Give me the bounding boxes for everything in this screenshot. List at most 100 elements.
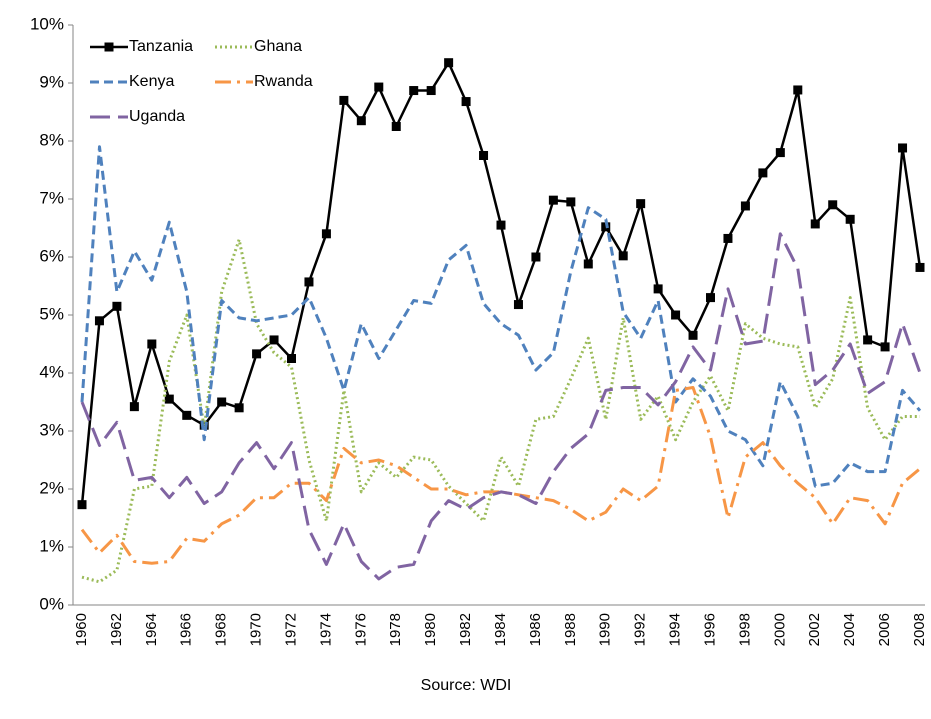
y-tick-label: 5% [39,304,64,323]
series-marker [706,293,715,303]
legend-label: Rwanda [254,73,313,90]
y-tick-label: 6% [39,246,64,265]
series-marker [915,262,925,272]
series-marker [321,229,331,239]
series-marker [356,116,366,126]
x-tick-label: 1990 [597,613,614,646]
x-tick-label: 1960 [73,613,90,646]
legend-label: Ghana [254,38,302,55]
x-tick-label: 2006 [876,613,893,646]
series-marker [845,214,855,224]
legend-item: Kenya [90,73,174,90]
series-marker [566,197,576,207]
x-tick-label: 1980 [422,613,439,646]
x-tick-label: 1994 [667,613,684,646]
y-tick-label: 7% [39,188,64,207]
series-marker [810,219,820,229]
series-line [80,61,922,505]
series-line [80,386,921,565]
y-tick-label: 1% [39,536,64,555]
x-tick-label: 1972 [282,613,299,646]
legend-label: Tanzania [129,38,193,55]
x-tick-label: 1988 [562,613,579,646]
series-marker [688,330,698,340]
legend-item: Uganda [90,108,185,125]
series-marker [234,403,244,413]
series-marker [636,199,646,209]
x-tick-label: 1978 [387,613,404,646]
y-tick-label: 0% [39,594,64,613]
series-marker [147,339,157,349]
series-marker [287,354,296,363]
series-marker [269,335,279,345]
series-marker [164,394,174,404]
series-marker [217,397,227,407]
series-marker [444,58,454,68]
series-marker [304,277,314,287]
series-marker [793,85,803,95]
series-marker [618,251,628,261]
series-marker [758,168,768,178]
x-tick-label: 1970 [248,613,265,646]
series-line [80,232,922,581]
y-tick-label: 2% [39,478,64,497]
legend-marker [104,42,114,52]
x-tick-label: 1962 [108,613,125,646]
series-marker [461,97,471,107]
y-tick-label: 10% [30,14,64,33]
series-marker [94,316,104,326]
x-tick-label: 1984 [492,613,509,646]
x-tick-label: 1966 [178,613,195,646]
series-marker [548,195,558,205]
legend-item: Tanzania [90,38,193,55]
x-tick-label: 1996 [701,613,718,646]
legend-label: Uganda [129,108,185,125]
y-tick-label: 4% [39,362,64,381]
series-marker [775,148,785,158]
y-tick-label: 9% [39,72,64,91]
x-tick-label: 1998 [736,613,753,646]
legend-label: Kenya [129,73,174,90]
series-marker [409,86,419,96]
series-marker [129,402,139,412]
series-marker [77,500,87,510]
series-marker [391,122,401,131]
y-tick-label: 3% [39,420,64,439]
x-tick-label: 1992 [632,613,649,646]
x-tick-label: 2000 [771,613,788,646]
series-marker [898,143,908,153]
x-tick-label: 1974 [317,613,334,646]
x-tick-label: 1968 [213,613,230,646]
x-tick-label: 2008 [911,613,928,646]
x-tick-label: 1976 [352,613,369,646]
series-marker [723,233,733,243]
series-marker [583,259,593,269]
y-tick-label: 8% [39,130,64,149]
series-marker [740,201,750,211]
series-marker [479,151,489,160]
series-line [80,145,922,488]
series-marker [671,310,681,320]
x-tick-label: 2004 [841,613,858,646]
x-tick-label: 1964 [143,613,160,646]
series-marker [653,284,663,294]
series-marker [880,342,890,352]
series-marker [426,86,436,96]
series-marker [252,349,262,359]
series-marker [513,300,523,310]
series-marker [374,82,384,92]
series-marker [339,95,349,105]
legend-item: Ghana [215,38,302,55]
legend-item: Rwanda [215,73,313,90]
source: Source: WDI [421,677,512,694]
x-tick-label: 2002 [806,613,823,646]
series-marker [531,252,541,262]
series-marker [112,301,122,311]
x-tick-label: 1982 [457,613,474,646]
series-marker [182,410,192,420]
series-marker [496,220,506,230]
series-marker [863,335,873,345]
x-tick-label: 1986 [527,613,544,646]
series-marker [828,200,838,210]
